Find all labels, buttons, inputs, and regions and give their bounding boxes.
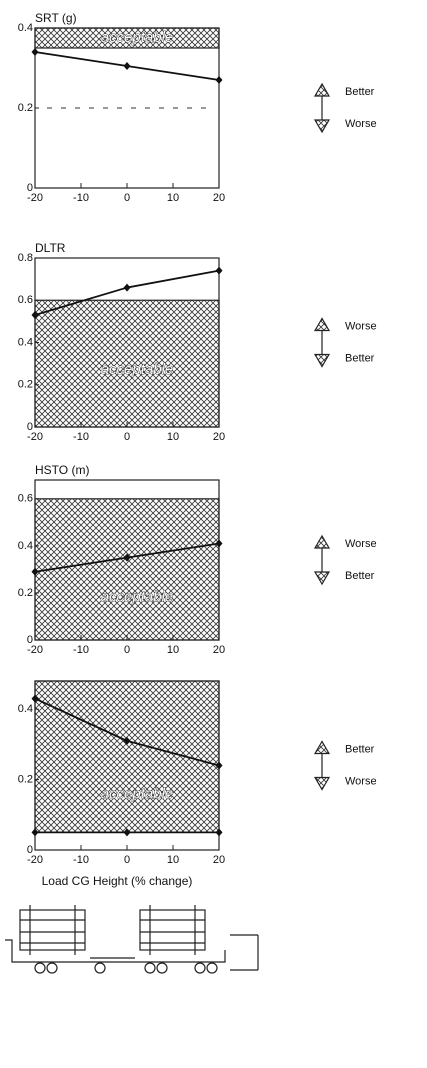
data-point xyxy=(215,761,223,770)
x-tick-label: -20 xyxy=(27,192,43,204)
y-tick-label: 0.4 xyxy=(18,22,33,34)
x-tick-label: 20 xyxy=(213,192,225,204)
acceptable-region xyxy=(34,299,220,428)
data-point xyxy=(215,76,223,84)
data-point xyxy=(31,567,39,576)
x-tick-label: 10 xyxy=(167,192,179,204)
y-tick-label: 0.4 xyxy=(18,703,33,715)
y-tick-label: 0.6 xyxy=(18,493,33,505)
acceptable-region xyxy=(34,680,220,833)
arrow-label-up: Worse xyxy=(345,320,377,332)
arrow xyxy=(313,534,331,586)
annotation: acceptable xyxy=(101,589,174,606)
annotation: acceptable xyxy=(101,361,174,378)
chart-title: HSTO (m) xyxy=(35,463,89,477)
arrow-label-down: Better xyxy=(345,352,375,364)
x-tick-label: 10 xyxy=(167,644,179,656)
arrow-label-up: Better xyxy=(345,743,375,755)
acceptable-region xyxy=(34,498,220,641)
data-point xyxy=(123,736,131,745)
data-point xyxy=(215,266,223,275)
y-tick-label: 0.2 xyxy=(18,379,33,391)
x-tick-label: 0 xyxy=(124,431,130,443)
y-tick-label: 0.4 xyxy=(18,336,33,348)
data-point xyxy=(31,694,39,703)
x-axis-label: Load CG Height (% change) xyxy=(42,874,193,888)
x-tick-label: 20 xyxy=(213,854,225,866)
x-tick-label: 10 xyxy=(167,431,179,443)
x-tick-label: -10 xyxy=(73,644,89,656)
data-point xyxy=(123,828,131,837)
y-tick-label: 0.8 xyxy=(18,252,33,264)
annotation: acceptable xyxy=(101,786,174,803)
x-tick-label: 0 xyxy=(124,854,130,866)
y-tick-label: 0 xyxy=(27,634,33,646)
x-tick-label: -20 xyxy=(27,854,43,866)
data-point xyxy=(31,48,39,56)
annotation: acceptable xyxy=(101,29,174,46)
x-tick-label: -20 xyxy=(27,431,43,443)
data-point xyxy=(123,62,131,70)
data-point xyxy=(123,553,131,562)
chart-title: DLTR xyxy=(35,241,66,255)
arrow-label-up: Worse xyxy=(345,538,377,550)
arrow xyxy=(313,317,331,368)
data-point xyxy=(215,539,223,548)
arrow-label-down: Worse xyxy=(345,118,377,130)
y-tick-label: 0.2 xyxy=(18,587,33,599)
y-tick-label: 0 xyxy=(27,182,33,194)
y-tick-label: 0 xyxy=(27,421,33,433)
y-tick-label: 0.2 xyxy=(18,102,33,114)
x-tick-label: -10 xyxy=(73,192,89,204)
x-tick-label: -20 xyxy=(27,644,43,656)
data-point xyxy=(215,828,223,837)
data-point xyxy=(123,283,131,292)
y-tick-label: 0 xyxy=(27,844,33,856)
arrow-label-down: Better xyxy=(345,570,375,582)
x-tick-label: 20 xyxy=(213,431,225,443)
truck-drawing xyxy=(5,905,259,974)
y-tick-label: 0.4 xyxy=(18,540,33,552)
x-tick-label: 20 xyxy=(213,644,225,656)
y-tick-label: 0.6 xyxy=(18,294,33,306)
data-point xyxy=(31,828,39,837)
x-tick-label: -10 xyxy=(73,431,89,443)
arrow-label-up: Better xyxy=(345,86,375,98)
x-tick-label: 10 xyxy=(167,854,179,866)
arrow xyxy=(313,740,331,791)
x-tick-label: -10 xyxy=(73,854,89,866)
y-tick-label: 0.2 xyxy=(18,773,33,785)
x-tick-label: 0 xyxy=(124,644,130,656)
arrow-label-down: Worse xyxy=(345,775,377,787)
x-tick-label: 0 xyxy=(124,192,130,204)
data-point xyxy=(31,311,39,320)
chart-title: SRT (g) xyxy=(35,11,77,25)
arrow xyxy=(313,82,331,134)
